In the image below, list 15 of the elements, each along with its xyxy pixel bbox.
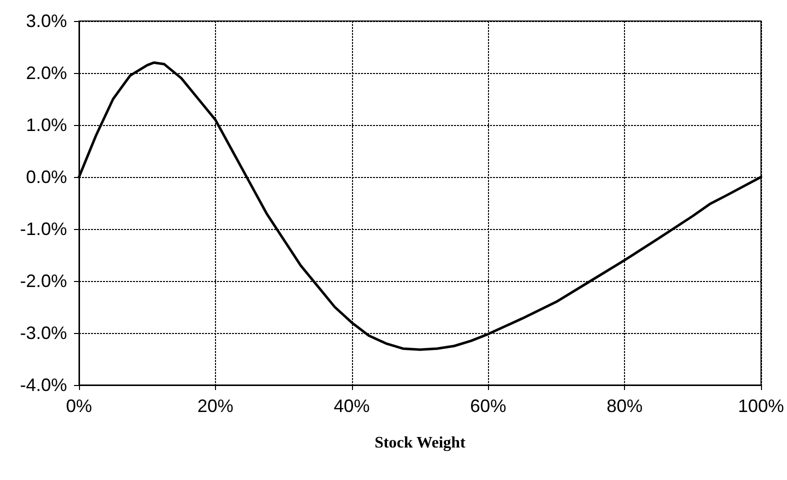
y-tick-label: 1.0% — [26, 115, 67, 135]
x-tick-label: 80% — [606, 396, 643, 416]
x-tick-label: 20% — [197, 396, 234, 416]
x-tick-label: 60% — [470, 396, 506, 416]
y-tick-label: -2.0% — [20, 271, 67, 291]
x-tick-label: 0% — [66, 396, 92, 416]
x-tick-label: 100% — [738, 396, 784, 416]
y-tick-label: -4.0% — [20, 375, 67, 395]
y-tick-label: -1.0% — [20, 219, 67, 239]
x-tick-label: 40% — [334, 396, 370, 416]
y-tick-label: -3.0% — [20, 323, 67, 343]
x-axis-title: Stock Weight — [374, 434, 466, 452]
y-tick-label: 2.0% — [26, 63, 67, 83]
y-tick-label: 0.0% — [26, 167, 67, 187]
y-tick-label: 3.0% — [26, 11, 67, 31]
